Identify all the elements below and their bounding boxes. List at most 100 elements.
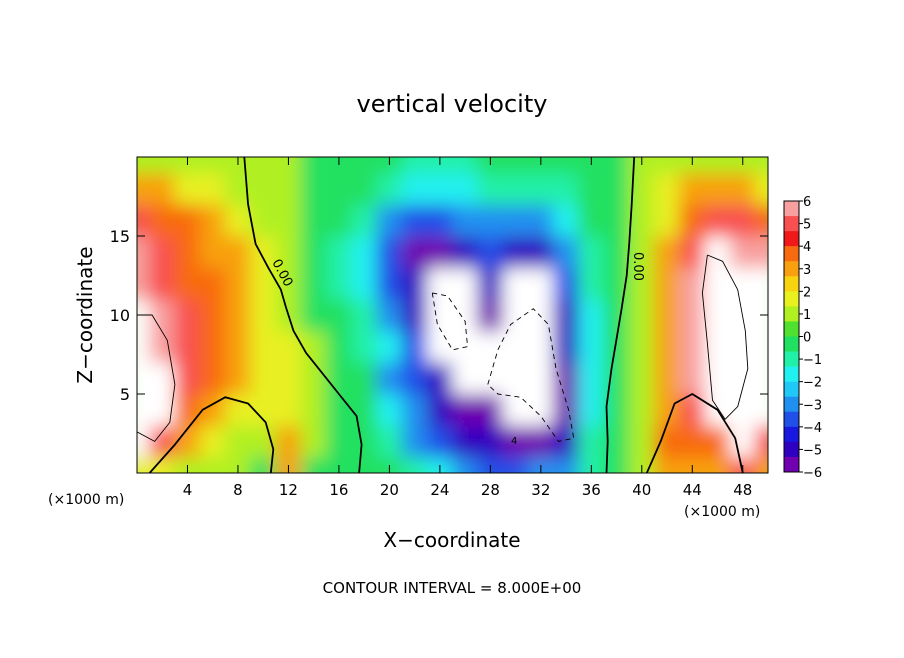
field-cell (426, 203, 453, 237)
field-cell (653, 330, 681, 363)
field-cell (275, 172, 302, 205)
field-cell (300, 203, 327, 237)
field-cell (578, 157, 605, 174)
field-cell (149, 298, 176, 332)
field-cell (300, 425, 327, 458)
contour-lines (137, 157, 749, 473)
colorbar-swatch (784, 426, 799, 443)
field-cell (679, 361, 706, 395)
x-tick-label: 40 (632, 481, 651, 499)
field-cell (603, 361, 630, 395)
colorbar-label: −5 (803, 443, 822, 458)
field-cell (325, 235, 353, 269)
field-cell (754, 203, 768, 237)
field-cell (603, 235, 630, 269)
chart-title: vertical velocity (357, 90, 548, 118)
field-cell (477, 172, 504, 205)
field-cell (502, 172, 529, 205)
contour-label-right: 0.00 (630, 252, 645, 281)
x-tick-label: 28 (481, 481, 500, 499)
colorbar-label: 1 (803, 308, 811, 323)
field-cell (552, 425, 580, 458)
field-cell (603, 298, 630, 332)
field-cell (401, 425, 428, 458)
field-cell (250, 203, 277, 237)
x-unit-label-left: (×1000 m) (48, 492, 124, 508)
contour-dashed-lower (487, 308, 575, 442)
y-tick-label: 10 (110, 306, 130, 325)
field-cell (477, 393, 504, 427)
colorbar-label: −4 (803, 421, 822, 436)
field-cell (527, 203, 554, 237)
y-axis-label: Z−coordinate (73, 246, 97, 383)
colorbar-swatch (784, 351, 799, 367)
field-cell (679, 235, 706, 269)
field-cell (376, 393, 403, 427)
field-cell (679, 330, 706, 363)
x-tick-label: 12 (279, 481, 298, 499)
field-cell (628, 361, 655, 395)
field-cell (527, 393, 554, 427)
y-axis: 5 10 15 (110, 227, 768, 404)
field-cell (729, 330, 756, 363)
zero-contour-right (605, 157, 636, 473)
field-cell (149, 235, 176, 269)
field-cell (704, 361, 731, 395)
field-cell (452, 172, 479, 205)
field-cell (578, 361, 605, 395)
field-cell (754, 157, 768, 174)
field-cell (704, 157, 731, 174)
field-cell (527, 425, 554, 458)
annotation-small-label: 4 (511, 436, 517, 447)
x-tick-label: 44 (683, 481, 702, 499)
field-cell (502, 425, 529, 458)
field-cell (628, 330, 655, 363)
field-cell (477, 361, 504, 395)
field-cell (653, 361, 681, 395)
field-cell (653, 456, 681, 473)
field-cell (137, 157, 151, 174)
field-cell (502, 203, 529, 237)
field-cell (300, 361, 327, 395)
zero-contour-left (243, 157, 363, 473)
field-cell (325, 456, 353, 473)
field-cell (149, 157, 176, 174)
field-cell (679, 157, 706, 174)
x-axis: 4 8 12 16 20 24 28 32 36 40 44 48 (183, 157, 752, 499)
field-cell (250, 157, 277, 174)
colorbar: 6 5 4 3 2 1 0 −1 −2 −3 −4 −5 −6 (783, 195, 822, 481)
colorbar-swatch (784, 366, 799, 382)
field-cell (149, 361, 176, 395)
field-cell (351, 157, 378, 174)
field-cell (149, 203, 176, 237)
field-cell (325, 425, 353, 458)
field-cell (679, 267, 706, 300)
field-cell (300, 267, 327, 300)
field-cell (199, 456, 226, 473)
field-cell (452, 425, 479, 458)
field-cell (351, 361, 378, 395)
y-tick-label: 15 (110, 227, 130, 246)
field-cell (325, 298, 353, 332)
field-cell (527, 298, 554, 332)
field-cell (401, 157, 428, 174)
colorbar-swatch (784, 321, 799, 337)
zero-contour-bottom-right (645, 393, 744, 473)
x-tick-label: 16 (329, 481, 348, 499)
field-cell (426, 157, 453, 174)
contour-left-plume (137, 314, 176, 442)
field-cell (199, 172, 226, 205)
field-cell (754, 393, 768, 427)
field-cell (250, 267, 277, 300)
x-tick-label: 4 (183, 481, 193, 499)
field-cell (250, 361, 277, 395)
field-cell (351, 456, 378, 473)
field-cell (275, 267, 302, 300)
field-cell (137, 203, 151, 237)
field-cells (137, 157, 768, 473)
field-cell (578, 267, 605, 300)
field-cell (199, 330, 226, 363)
field-cell (426, 425, 453, 458)
field-cell (275, 361, 302, 395)
field-cell (754, 235, 768, 269)
